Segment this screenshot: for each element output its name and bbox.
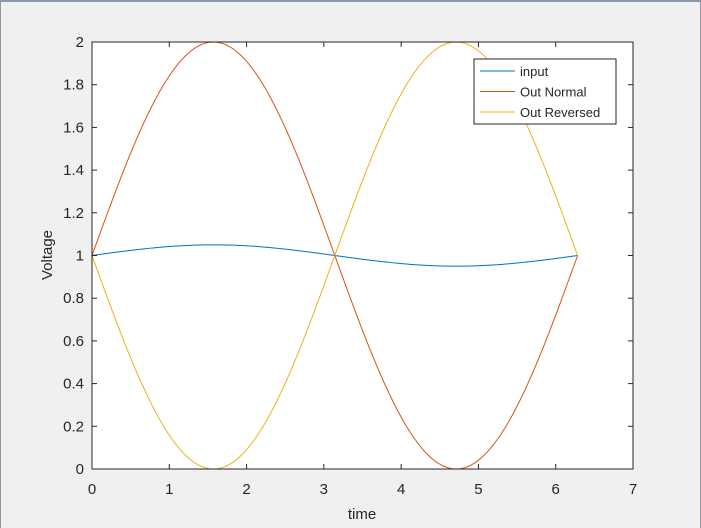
legend-label: Out Reversed (520, 105, 600, 120)
y-tick-label: 1.6 (63, 119, 84, 136)
y-axis-label: Voltage (39, 230, 56, 280)
y-tick-label: 2 (76, 34, 84, 51)
x-tick-label: 4 (397, 481, 405, 498)
legend-entries: input Out Normal Out Reversed (480, 64, 600, 120)
y-tick-label: 0.4 (63, 376, 84, 393)
y-tick-label: 1.4 (63, 162, 84, 179)
legend-label: Out Normal (520, 85, 587, 100)
window-frame-top (0, 0, 701, 2)
legend[interactable]: input Out Normal Out Reversed (473, 58, 617, 125)
y-axis: 0 0.2 0.4 0.6 0.8 1 1.2 1.4 1.6 1.8 2 (63, 34, 633, 478)
x-tick-label: 2 (242, 481, 250, 498)
y-tick-label: 0 (76, 461, 84, 478)
y-tick-label: 1.2 (63, 205, 84, 222)
legend-label: input (520, 64, 549, 79)
x-tick-label: 3 (320, 481, 328, 498)
y-tick-label: 1 (76, 248, 84, 265)
x-axis-label: time (348, 506, 376, 523)
y-tick-label: 1.8 (63, 77, 84, 94)
y-tick-label: 0.6 (63, 333, 84, 350)
x-tick-label: 6 (552, 481, 560, 498)
x-tick-label: 1 (165, 481, 173, 498)
y-tick-label: 0.2 (63, 418, 84, 435)
x-tick-label: 7 (629, 481, 637, 498)
y-tick-label: 0.8 (63, 290, 84, 307)
x-tick-label: 5 (474, 481, 482, 498)
x-axis: 0 1 2 3 4 5 6 7 (88, 42, 637, 498)
window-frame-left (0, 0, 1, 528)
x-tick-label: 0 (88, 481, 96, 498)
